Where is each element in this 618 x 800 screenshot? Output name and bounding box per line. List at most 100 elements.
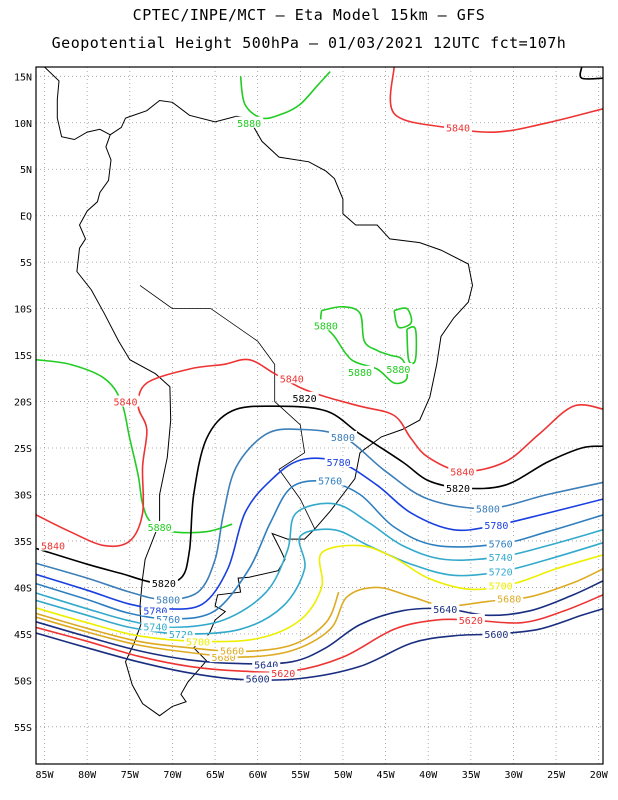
contour-label-5680: 5680: [497, 595, 521, 606]
contour-label-bg: [444, 481, 473, 493]
lon-tick-label: 80W: [78, 770, 97, 781]
contour-label-5840: 5840: [113, 398, 137, 409]
contour-label-bg: [384, 363, 413, 375]
lat-tick-label: 35S: [14, 537, 32, 548]
contour-5840: [36, 358, 603, 548]
contour-5620: [36, 594, 603, 674]
contour-label-bg: [324, 455, 353, 467]
contour-label-bg: [166, 627, 195, 639]
lon-tick-label: 45W: [377, 770, 396, 781]
contour-label-bg: [111, 395, 140, 407]
contour-label-5820: 5820: [152, 579, 176, 590]
contour-label-5600: 5600: [246, 675, 270, 686]
contour-label-bg: [431, 602, 460, 614]
contour-labels: 5880 5880 5880 5880 5880 5840 5840 5840 5840 5840…: [39, 116, 524, 686]
contour-label-bg: [269, 666, 298, 678]
contour-label-5620: 5620: [271, 669, 295, 680]
contour-label-bg: [141, 604, 170, 616]
contour-label-bg: [486, 565, 515, 577]
contour-label-bg: [218, 644, 247, 656]
contour-label-bg: [495, 592, 524, 604]
contour-label-bg: [184, 635, 212, 647]
contour-label-5600: 5600: [484, 630, 508, 641]
contour-5880: [36, 358, 233, 534]
contour-label-5740: 5740: [489, 553, 513, 564]
lat-tick-label: 5S: [20, 258, 32, 269]
contour-label-bg: [486, 537, 515, 549]
contour-label-bg: [209, 651, 238, 663]
contour-label-bg: [473, 502, 502, 514]
lat-tick-label: 15S: [14, 351, 32, 362]
contour-label-5780: 5780: [484, 521, 508, 532]
map-frame: [35, 66, 604, 765]
contour-label-5820: 5820: [446, 484, 470, 495]
contour-label-bg: [145, 521, 174, 533]
contour-5820: [579, 67, 603, 80]
contour-label-5780: 5780: [143, 607, 167, 618]
lon-tick-label: 30W: [504, 770, 523, 781]
contour-label-5840: 5840: [280, 374, 304, 385]
contour-label-5640: 5640: [433, 605, 457, 616]
contour-label-5760: 5760: [318, 477, 342, 488]
lat-tick-label: 10N: [14, 119, 32, 130]
contour-5880: [406, 326, 418, 365]
contour-label-bg: [482, 519, 511, 531]
contour-label-5880: 5880: [348, 368, 372, 379]
contour-5880: [393, 307, 413, 329]
contour-label-5800: 5800: [476, 504, 500, 515]
contour-label-5880: 5880: [237, 119, 261, 130]
contour-5600: [36, 608, 603, 681]
contour-label-bg: [235, 116, 264, 128]
lon-tick-label: 55W: [291, 770, 310, 781]
lon-tick-label: 85W: [35, 770, 54, 781]
contour-label-5720: 5720: [489, 568, 513, 579]
contour-label-5700: 5700: [489, 582, 513, 593]
contour-label-bg: [252, 658, 281, 670]
contour-label-5640: 5640: [254, 661, 278, 672]
lon-tick-label: 65W: [206, 770, 225, 781]
contour-label-5760: 5760: [489, 540, 513, 551]
contour-label-5700: 5700: [186, 637, 210, 648]
contour-label-5680: 5680: [212, 653, 236, 664]
contour-label-bg: [154, 613, 183, 625]
contour-label-5840: 5840: [446, 123, 470, 134]
contour-label-5800: 5800: [331, 433, 355, 444]
lat-tick-label: 40S: [14, 583, 32, 594]
contour-label-bg: [486, 579, 515, 591]
lon-tick-label: 60W: [249, 770, 268, 781]
lon-tick-label: 35W: [462, 770, 481, 781]
contour-label-5660: 5660: [220, 647, 244, 658]
lat-tick-label: 25S: [14, 444, 32, 455]
contour-label-5840: 5840: [41, 542, 65, 553]
contour-label-5880: 5880: [148, 523, 172, 534]
contour-label-bg: [154, 593, 183, 605]
lat-tick-label: 5N: [20, 165, 32, 176]
contour-label-bg: [456, 613, 485, 625]
contour-label-bg: [311, 319, 340, 331]
contour-label-5780: 5780: [327, 458, 351, 469]
lat-tick-label: 15N: [14, 72, 32, 83]
contour-label-5620: 5620: [459, 616, 483, 627]
contour-label-bg: [243, 672, 272, 684]
contour-5800: [36, 428, 603, 601]
contour-lines: [36, 67, 603, 681]
lat-tick-label: 10S: [14, 305, 32, 316]
lon-tick-label: 70W: [163, 770, 182, 781]
contour-label-5840: 5840: [450, 467, 474, 478]
lat-tick-label: 20S: [14, 398, 32, 409]
contour-label-5740: 5740: [143, 622, 167, 633]
lon-tick-label: 25W: [547, 770, 566, 781]
contour-label-bg: [486, 550, 515, 562]
contour-5880: [239, 71, 331, 120]
national-border: [139, 285, 316, 530]
lon-tick-label: 50W: [334, 770, 353, 781]
grid-lines: [36, 67, 603, 764]
contour-5660: [36, 591, 340, 653]
central-america-coastline: [36, 66, 111, 141]
axis-labels: 15N 10N 5N EQ 5S 10S 15S 20S 25S 30S 35S 40S 45S 50S 5…: [14, 72, 609, 781]
contour-label-5720: 5720: [169, 630, 193, 641]
contour-label-5820: 5820: [293, 394, 317, 405]
lon-tick-label: 40W: [419, 770, 438, 781]
contour-label-bg: [448, 465, 477, 477]
